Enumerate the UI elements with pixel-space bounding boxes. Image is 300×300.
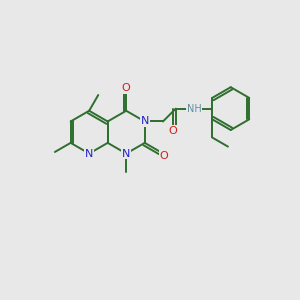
Text: N: N bbox=[141, 116, 149, 127]
Text: NH: NH bbox=[187, 103, 201, 114]
Text: N: N bbox=[122, 148, 130, 159]
Text: O: O bbox=[169, 126, 177, 136]
Text: O: O bbox=[122, 83, 130, 93]
Text: O: O bbox=[160, 151, 168, 160]
Text: N: N bbox=[85, 148, 93, 159]
